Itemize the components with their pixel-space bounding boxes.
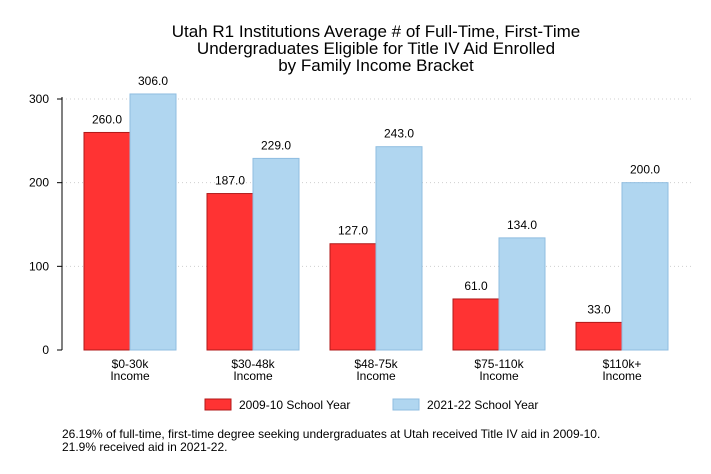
bar	[206, 193, 254, 351]
chart-title-line: Utah R1 Institutions Average # of Full-T…	[172, 22, 580, 41]
legend: 2009-10 School Year 2021-22 School Year	[204, 398, 538, 412]
y-tick-label: 200	[29, 176, 49, 190]
bar	[252, 157, 300, 351]
x-tick-label: Income	[233, 369, 273, 383]
x-tick-label: $48-75k	[354, 357, 398, 371]
bar	[129, 93, 177, 351]
x-axis: $0-30kIncome$30-48kIncome$48-75kIncome$7…	[110, 357, 642, 383]
y-tick-label: 0	[42, 343, 49, 357]
data-label: 260.0	[92, 112, 122, 126]
x-tick-label: Income	[479, 369, 519, 383]
chart-title-line: Undergraduates Eligible for Title IV Aid…	[197, 39, 555, 58]
bars: 260.0 306.0 187.0 229.0 127.0 243.0 61.0 134.0 3…	[83, 74, 669, 351]
data-label: 229.0	[261, 138, 291, 152]
bar	[575, 321, 623, 351]
legend-swatch	[204, 398, 232, 411]
x-tick-label: Income	[110, 369, 150, 383]
data-label: 134.0	[507, 218, 537, 232]
data-label: 61.0	[464, 279, 488, 293]
y-tick-label: 100	[29, 259, 49, 273]
chart-title-line: by Family Income Bracket	[278, 56, 474, 75]
data-label: 187.0	[215, 174, 245, 188]
bar	[83, 131, 131, 351]
chart-title: Utah R1 Institutions Average # of Full-T…	[172, 22, 580, 75]
x-tick-label: $30-48k	[231, 357, 275, 371]
bar	[375, 146, 423, 351]
data-label: 243.0	[384, 127, 414, 141]
x-tick-label: $75-110k	[474, 357, 524, 371]
x-tick-label: $0-30k	[112, 357, 150, 371]
legend-label: 2009-10 School Year	[239, 398, 350, 412]
bar	[452, 298, 500, 351]
x-tick-label: Income	[602, 369, 642, 383]
bar	[621, 182, 669, 351]
data-label: 127.0	[338, 224, 368, 238]
legend-swatch	[392, 398, 420, 411]
x-tick-label: Income	[356, 369, 396, 383]
data-label: 306.0	[138, 74, 168, 88]
y-axis: 0 100 200 300	[29, 92, 63, 357]
bar	[329, 243, 377, 351]
x-tick-label: $110k+	[603, 357, 642, 371]
bar	[498, 237, 546, 351]
footnote: 26.19% of full-time, first-time degree s…	[62, 427, 601, 454]
y-tick-label: 300	[29, 92, 49, 106]
data-label: 200.0	[630, 163, 660, 177]
data-label: 33.0	[587, 302, 611, 316]
legend-label: 2021-22 School Year	[427, 398, 538, 412]
